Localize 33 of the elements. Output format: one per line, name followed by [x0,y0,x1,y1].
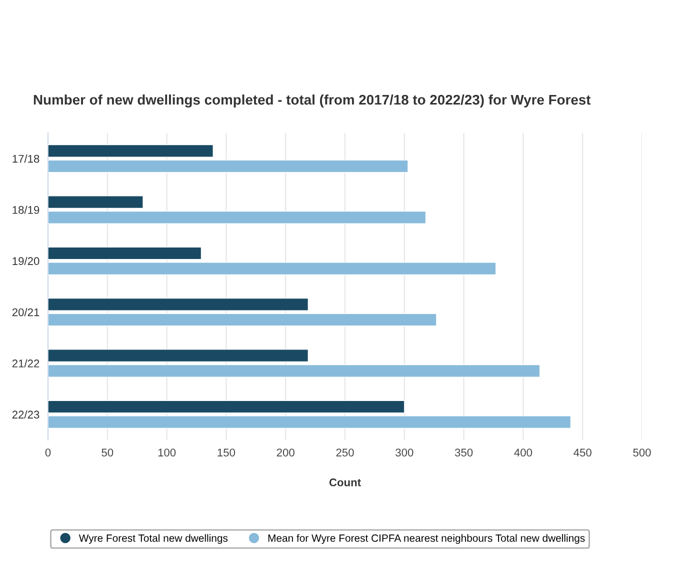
bar [48,364,540,378]
bar [48,246,202,260]
x-tick-label: 400 [514,448,532,456]
x-tick-label: 0 [45,448,51,456]
y-tick-label: 18/19 [12,206,40,214]
x-tick-label: 100 [158,448,176,456]
bar [48,196,144,209]
bar [48,400,405,414]
x-tick-label: 200 [276,448,294,456]
x-tick-label: 150 [218,448,236,456]
x-tick-label: 350 [454,448,473,456]
x-tick-label: 250 [336,448,354,456]
y-tick-label: 19/20 [12,256,40,266]
x-axis-title: Count [329,478,361,486]
bar [48,349,309,362]
y-tick-label: 20/21 [12,308,40,316]
x-tick-label: 450 [574,448,592,456]
bar [48,298,309,311]
y-tick-label: 21/22 [12,359,40,368]
bar [48,262,496,276]
bar [48,313,437,326]
x-tick-label: 500 [633,448,651,456]
y-tick-label: 17/18 [12,154,40,163]
bar [48,144,214,158]
chart-title: Number of new dwellings completed - total (from 2017/18 to 2022/23) for Wyre Forest [34,94,591,108]
bar [48,210,426,224]
bar [48,160,408,173]
y-tick-label: 22/23 [12,410,40,419]
legend-label: Mean for Wyre Forest CIPFA nearest neighbours Total new dwellings [268,534,585,544]
bar [48,416,572,429]
x-tick-label: 50 [102,448,114,456]
legend-label: Wyre Forest Total new dwellings [78,534,228,544]
x-tick-label: 300 [396,448,414,456]
